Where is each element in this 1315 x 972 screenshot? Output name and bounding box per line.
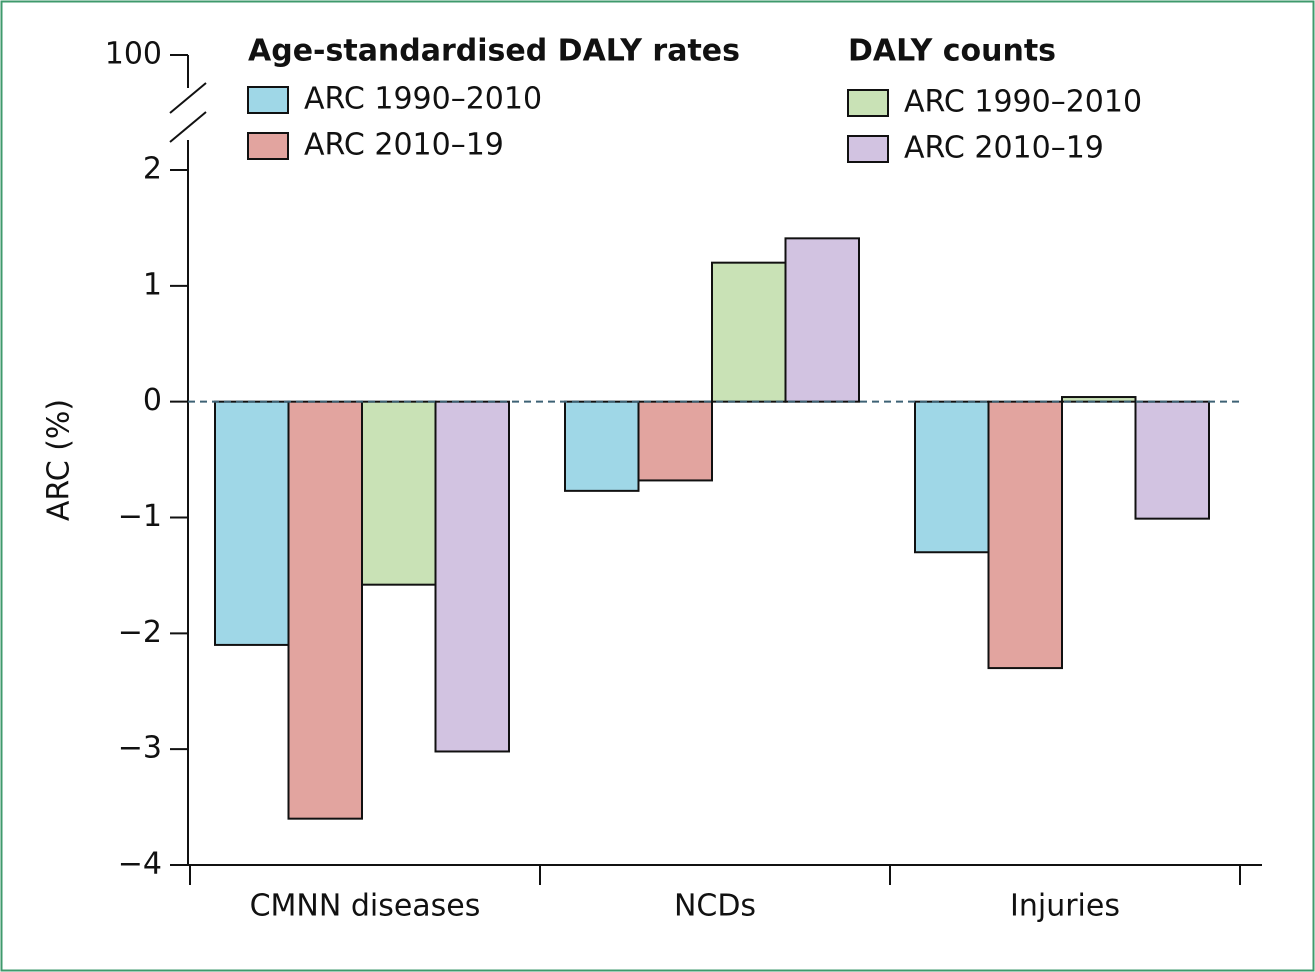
bar (361, 400, 437, 586)
legend-label: ARC 2010–19 (904, 131, 1104, 166)
bar (711, 261, 787, 403)
y-tick-label: −4 (118, 847, 162, 882)
legend-label: ARC 1990–2010 (904, 85, 1142, 120)
legend-label: ARC 2010–19 (304, 128, 504, 163)
bar (637, 400, 713, 482)
y-axis-label: ARC (%) (42, 399, 77, 521)
legend-title: Age-standardised DALY rates (248, 34, 740, 69)
y-tick-label: −3 (118, 731, 162, 766)
bar (914, 400, 990, 554)
legend-label: ARC 1990–2010 (304, 82, 542, 117)
y-tick-label: −2 (118, 615, 162, 650)
bar (784, 237, 860, 403)
legend-title: DALY counts (848, 34, 1056, 69)
y-tick-label: 1 (143, 267, 162, 302)
legend-swatch (247, 86, 289, 114)
bar (287, 400, 363, 820)
y-tick-label: −1 (118, 499, 162, 534)
axis-break (169, 82, 207, 114)
x-tick-label: Injuries (1010, 889, 1120, 924)
axis-break (169, 111, 207, 143)
x-tick-label: CMNN diseases (250, 889, 481, 924)
bar (564, 400, 640, 492)
y-tick-label: 0 (143, 383, 162, 418)
y-tick-label: 2 (143, 152, 162, 187)
legend-swatch (847, 89, 889, 117)
bar (987, 400, 1063, 670)
bar (1061, 396, 1137, 403)
bar (1134, 400, 1210, 520)
x-tick-label: NCDs (674, 889, 756, 924)
y-tick-label: 100 (105, 37, 162, 72)
legend-swatch (847, 135, 889, 163)
bar (214, 400, 290, 646)
legend-swatch (247, 132, 289, 160)
bar (434, 400, 510, 753)
